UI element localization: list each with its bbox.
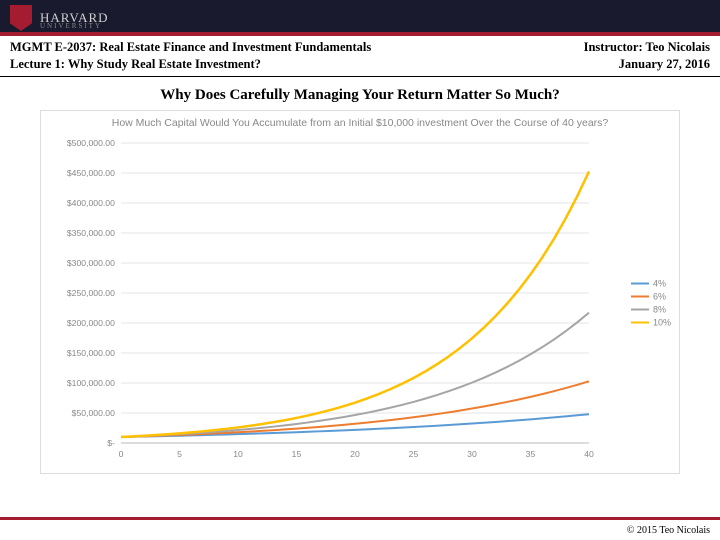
line-chart: $-$50,000.00$100,000.00$150,000.00$200,0… [121,143,589,443]
legend-item: 10% [631,317,671,327]
svg-text:$100,000.00: $100,000.00 [67,378,115,388]
instructor-name: Instructor: Teo Nicolais [584,40,710,55]
svg-text:$350,000.00: $350,000.00 [67,228,115,238]
legend-label: 8% [653,304,666,314]
legend-swatch-icon [631,282,649,284]
legend-swatch-icon [631,295,649,297]
copyright-text: © 2015 Teo Nicolais [627,525,710,536]
svg-text:15: 15 [292,449,302,459]
svg-text:0: 0 [119,449,124,459]
footer-separator [0,517,720,520]
svg-text:20: 20 [350,449,360,459]
svg-text:30: 30 [467,449,477,459]
svg-text:5: 5 [177,449,182,459]
svg-text:$450,000.00: $450,000.00 [67,168,115,178]
svg-text:$200,000.00: $200,000.00 [67,318,115,328]
legend-swatch-icon [631,321,649,323]
plot-area: $- $50,000.00 $100,000.00 $150,000.00 $200,0… [41,133,679,473]
svg-text:40: 40 [584,449,594,459]
chart-legend: 4% 6% 8% 10% [631,275,671,330]
svg-text:$400,000.00: $400,000.00 [67,198,115,208]
course-code: MGMT E-2037: Real Estate Finance and Inv… [10,40,371,55]
svg-text:$300,000.00: $300,000.00 [67,258,115,268]
svg-text:$250,000.00: $250,000.00 [67,288,115,298]
legend-item: 8% [631,304,671,314]
lecture-title: Lecture 1: Why Study Real Estate Investm… [10,57,261,72]
lecture-date: January 27, 2016 [619,57,710,72]
meta-row-1: MGMT E-2037: Real Estate Finance and Inv… [0,36,720,57]
svg-text:$50,000.00: $50,000.00 [72,408,115,418]
harvard-banner: HARVARD UNIVERSITY [0,0,720,36]
svg-text:35: 35 [526,449,536,459]
legend-swatch-icon [631,308,649,310]
svg-text:25: 25 [409,449,419,459]
svg-text:$-: $- [107,438,115,448]
university-subtitle: UNIVERSITY [40,22,102,30]
legend-item: 6% [631,291,671,301]
svg-text:$500,000.00: $500,000.00 [67,138,115,148]
legend-label: 6% [653,291,666,301]
legend-label: 10% [653,317,671,327]
chart-title: How Much Capital Would You Accumulate fr… [41,111,679,133]
meta-row-2: Lecture 1: Why Study Real Estate Investm… [0,57,720,77]
svg-text:10: 10 [233,449,243,459]
chart-container: How Much Capital Would You Accumulate fr… [40,110,680,474]
legend-label: 4% [653,278,666,288]
svg-text:$150,000.00: $150,000.00 [67,348,115,358]
legend-item: 4% [631,278,671,288]
slide-title: Why Does Carefully Managing Your Return … [0,87,720,104]
harvard-shield-icon [10,5,32,31]
